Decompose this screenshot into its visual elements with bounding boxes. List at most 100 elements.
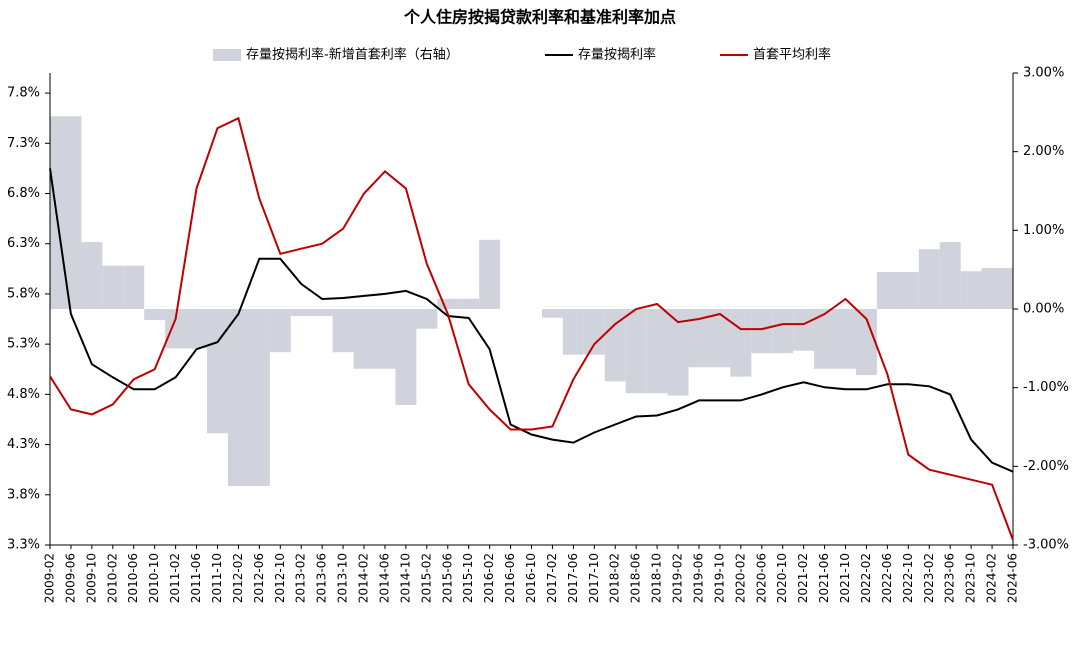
y-tick-label: 3.3% <box>7 538 40 553</box>
bar <box>688 309 710 368</box>
bar <box>583 309 605 355</box>
bar <box>835 309 856 369</box>
x-tick-label: 2011-10 <box>210 553 224 603</box>
bar <box>207 309 228 434</box>
legend-label: 首套平均利率 <box>753 47 831 63</box>
x-tick-label: 2009-06 <box>63 553 77 603</box>
y-tick-label: 6.8% <box>7 186 40 201</box>
bar <box>479 239 501 309</box>
bar <box>374 309 396 369</box>
x-tick-label: 2010-06 <box>126 553 140 603</box>
x-tick-label: 2013-06 <box>315 553 329 603</box>
line <box>49 116 1014 541</box>
bar <box>897 272 919 309</box>
bar <box>395 309 417 405</box>
x-tick-label: 2019-06 <box>691 553 705 603</box>
bar <box>939 242 961 309</box>
y2-tick-label: -2.00% <box>1023 459 1069 474</box>
bar <box>60 116 82 310</box>
x-tick-label: 2016-10 <box>524 553 538 603</box>
bar <box>1002 268 1013 309</box>
bar <box>227 309 249 486</box>
bar <box>918 249 940 309</box>
x-tick-label: 2015-02 <box>419 553 433 603</box>
x-tick-label: 2012-02 <box>231 553 245 603</box>
bar <box>123 265 145 309</box>
bar <box>458 298 480 309</box>
legend-label: 存量按揭利率-新增首套利率（右轴） <box>246 47 459 63</box>
y-tick-label: 7.8% <box>7 86 40 101</box>
x-tick-label: 2023-02 <box>922 553 936 603</box>
x-tick-label: 2012-06 <box>252 553 266 603</box>
x-tick-label: 2024-02 <box>985 553 999 603</box>
x-tick-label: 2014-06 <box>377 553 391 603</box>
x-tick-label: 2012-10 <box>273 553 287 603</box>
y-tick-label: 7.3% <box>7 136 40 151</box>
x-tick-label: 2010-02 <box>105 553 119 603</box>
x-tick-label: 2022-06 <box>880 553 894 603</box>
x-tick-label: 2015-06 <box>440 553 454 603</box>
bar <box>102 265 124 309</box>
x-tick-label: 2011-02 <box>168 553 182 603</box>
x-tick-label: 2020-10 <box>775 553 789 603</box>
x-tick-label: 2014-02 <box>357 553 371 603</box>
bar <box>876 272 898 309</box>
x-tick-label: 2019-02 <box>671 553 685 603</box>
bar <box>165 309 187 349</box>
bar <box>50 116 61 310</box>
bar <box>960 271 982 309</box>
x-tick-label: 2021-06 <box>817 553 831 603</box>
bar <box>81 242 103 309</box>
bar <box>416 309 438 329</box>
y-tick-label: 5.8% <box>7 286 40 301</box>
bar <box>709 309 731 368</box>
bar <box>814 309 836 369</box>
x-tick-label: 2020-02 <box>733 553 747 603</box>
y-tick-label: 4.3% <box>7 437 40 452</box>
bar <box>751 309 773 354</box>
bar <box>604 309 626 382</box>
x-tick-label: 2018-10 <box>650 553 664 603</box>
legend-label: 存量按揭利率 <box>578 47 656 63</box>
x-tick-label: 2011-06 <box>189 553 203 603</box>
bar <box>646 309 668 394</box>
bar <box>625 309 647 394</box>
bar <box>248 309 270 486</box>
x-tick-label: 2021-02 <box>796 553 810 603</box>
x-tick-label: 2022-10 <box>901 553 915 603</box>
x-tick-label: 2009-02 <box>43 553 57 603</box>
x-tick-label: 2023-10 <box>964 553 978 603</box>
x-tick-label: 2022-02 <box>859 553 873 603</box>
x-tick-label: 2024-06 <box>1006 553 1020 603</box>
x-tick-label: 2017-10 <box>587 553 601 603</box>
y2-tick-label: 1.00% <box>1023 223 1064 238</box>
bar <box>562 309 584 355</box>
bar <box>290 309 312 317</box>
bar <box>855 309 877 376</box>
chart-title: 个人住房按揭贷款利率和基准利率加点 <box>403 8 676 27</box>
y-tick-label: 3.8% <box>7 487 40 502</box>
x-tick-label: 2015-10 <box>461 553 475 603</box>
bar <box>311 309 333 317</box>
x-tick-label: 2019-10 <box>712 553 726 603</box>
x-tick-label: 2013-02 <box>294 553 308 603</box>
bar <box>981 268 1003 309</box>
bar <box>353 309 375 369</box>
y-tick-label: 4.8% <box>7 387 40 402</box>
x-tick-label: 2021-10 <box>838 553 852 603</box>
line <box>49 168 1014 473</box>
bar <box>730 309 752 377</box>
bar <box>667 309 689 396</box>
bar <box>772 309 794 354</box>
x-tick-label: 2018-02 <box>608 553 622 603</box>
x-tick-label: 2016-06 <box>503 553 517 603</box>
bar <box>144 309 166 321</box>
y2-tick-label: 0.00% <box>1023 302 1064 317</box>
bar <box>793 309 815 351</box>
x-tick-label: 2020-06 <box>754 553 768 603</box>
legend-swatch <box>213 49 241 61</box>
x-tick-label: 2010-10 <box>147 553 161 603</box>
y2-tick-label: 3.00% <box>1023 66 1064 81</box>
y-tick-label: 5.3% <box>7 337 40 352</box>
y-tick-label: 6.3% <box>7 236 40 251</box>
